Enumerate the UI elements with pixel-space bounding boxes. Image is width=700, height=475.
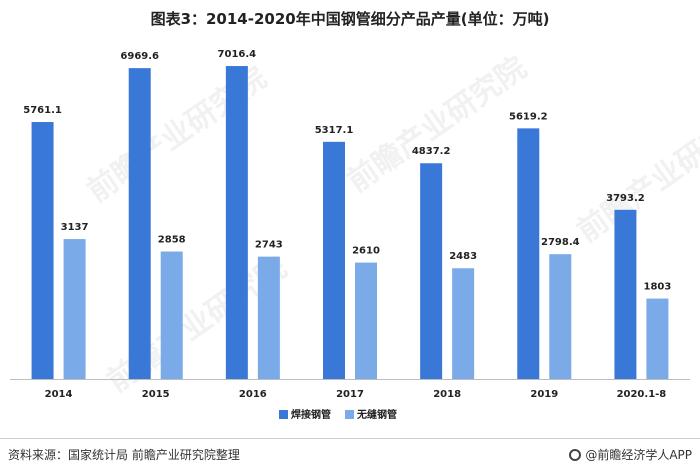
x-tick-label: 2017 xyxy=(336,389,364,400)
data-label-seamless: 2610 xyxy=(352,246,380,257)
bar-seamless xyxy=(257,256,280,379)
data-label-welded: 7016.4 xyxy=(218,49,257,60)
data-label-welded: 3793.2 xyxy=(606,193,645,204)
x-tick-label: 2020.1-8 xyxy=(617,389,667,400)
data-label-welded: 5761.1 xyxy=(23,105,62,116)
brand-logo-icon xyxy=(569,449,582,461)
source-note: 资料来源：国家统计局 前瞻产业研究院整理 xyxy=(8,448,240,462)
bar-seamless xyxy=(355,262,377,379)
footer-divider xyxy=(0,438,700,439)
bar-welded xyxy=(225,66,248,380)
bar-welded xyxy=(323,141,345,379)
x-tick-label: 2019 xyxy=(530,389,558,400)
bar-welded xyxy=(31,122,54,379)
bar-seamless xyxy=(549,254,572,379)
data-label-welded: 6969.6 xyxy=(120,51,159,62)
bar-welded xyxy=(614,209,637,379)
brand-credit: @前瞻经济学人APP xyxy=(569,446,692,463)
bar-seamless xyxy=(63,239,86,379)
bar-welded xyxy=(128,68,151,380)
data-label-seamless: 2743 xyxy=(255,240,283,251)
data-label-welded: 5619.2 xyxy=(509,111,548,122)
legend-label-seamless: 无缝钢管 xyxy=(356,408,397,421)
brand-text: @前瞻经济学人APP xyxy=(585,448,692,462)
legend-swatch-seamless xyxy=(345,410,354,419)
data-label-seamless: 3137 xyxy=(61,222,89,233)
bar-chart: 5761.1 3137 2014 6969.6 2858 2015 7016.4 2743 20… xyxy=(10,49,690,421)
x-tick-label: 2015 xyxy=(142,389,170,400)
x-tick-label: 2014 xyxy=(45,389,73,400)
data-label-seamless: 1803 xyxy=(644,282,672,293)
bar-seamless xyxy=(646,298,669,379)
bar-welded xyxy=(517,128,540,379)
data-label-welded: 5317.1 xyxy=(315,125,354,136)
x-tick-label: 2016 xyxy=(239,389,267,400)
legend-label-welded: 焊接钢管 xyxy=(291,408,331,421)
bar-welded xyxy=(420,163,443,379)
data-label-seamless: 2483 xyxy=(449,251,477,262)
chart-title: 图表3：2014-2020年中国钢管细分产品产量(单位：万吨) xyxy=(150,10,550,28)
bar-seamless xyxy=(452,268,475,379)
data-label-seamless: 2858 xyxy=(158,235,186,246)
data-label-seamless: 2798.4 xyxy=(541,237,580,248)
data-label-welded: 4837.2 xyxy=(412,146,451,157)
legend-swatch-welded xyxy=(279,410,288,419)
x-tick-label: 2018 xyxy=(433,389,461,400)
bar-seamless xyxy=(160,251,183,379)
